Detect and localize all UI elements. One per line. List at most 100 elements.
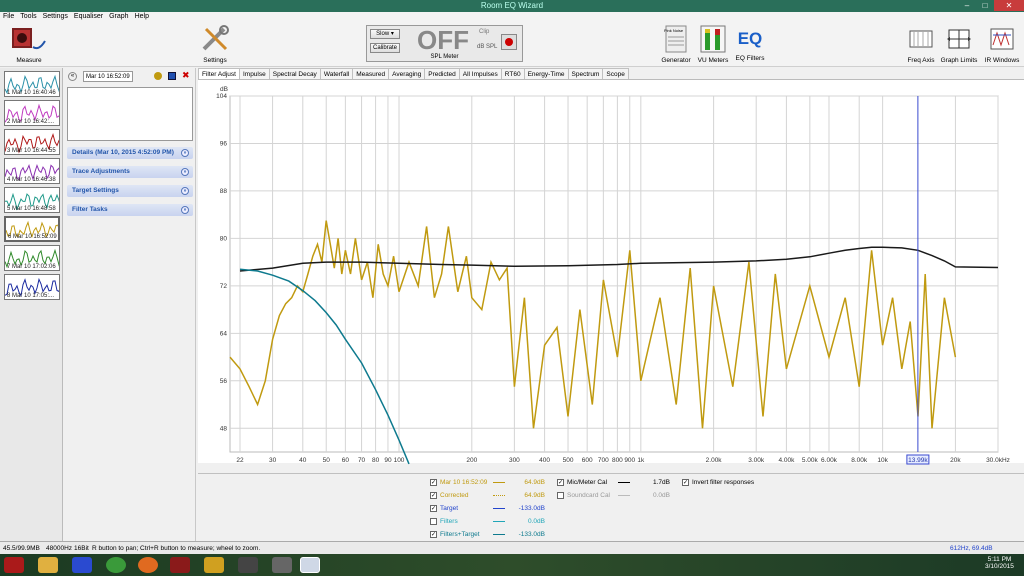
cal-row[interactable]: ✓ Mic/Meter Cal 1.7dB <box>557 479 670 486</box>
x-tick-label: 2.00k <box>706 457 723 464</box>
legend-row[interactable]: ✓ Filters+Target -133.0dB <box>430 531 545 538</box>
invert-checkbox[interactable]: ✓ <box>682 479 689 486</box>
tab-scope[interactable]: Scope <box>602 68 629 79</box>
measurement-thumb[interactable]: 1 Mar 10 16:40:46 <box>4 71 60 97</box>
chart-svg[interactable]: 104 96 88 80 72 64 56 48 dB 22 30 40 50 60 70 80 90 100 20… <box>198 80 1024 473</box>
measurement-thumb[interactable]: 6 Mar 10 16:52:09 <box>4 216 60 242</box>
freq-axis-button[interactable]: Freq Axis <box>904 25 938 64</box>
tool-taskbar-icon[interactable] <box>204 557 224 573</box>
tab-rt60[interactable]: RT60 <box>500 68 525 79</box>
tab-spectral-decay[interactable]: Spectral Decay <box>268 68 321 79</box>
notes-textarea[interactable] <box>67 87 193 141</box>
app3-taskbar-icon[interactable] <box>272 557 292 573</box>
legend-checkbox[interactable]: ✓ <box>430 531 437 538</box>
cursor-frequency: 612Hz, <box>950 545 971 552</box>
taskbar: 5:11 PM 3/10/2015 <box>0 554 1024 576</box>
tab-predicted[interactable]: Predicted <box>424 68 460 79</box>
measurement-label: 8 Mar 10 17:05:... <box>7 293 55 299</box>
cal-checkbox[interactable]: ✓ <box>557 479 564 486</box>
cal-row[interactable]: Soundcard Cal 0.0dB <box>557 492 670 499</box>
app2-taskbar-icon[interactable] <box>238 557 258 573</box>
tab-filter-adjust[interactable]: Filter Adjust <box>198 68 240 79</box>
maximize-button[interactable]: □ <box>982 1 988 10</box>
tab-averaging[interactable]: Averaging <box>388 68 426 79</box>
x-tick-label: 300 <box>509 457 520 464</box>
save-icon[interactable] <box>168 72 176 80</box>
y-tick-label: 72 <box>220 283 228 290</box>
tab-waterfall[interactable]: Waterfall <box>319 68 354 79</box>
tab-energy-time[interactable]: Energy-Time <box>523 68 569 79</box>
tab-impulse[interactable]: Impulse <box>238 68 270 79</box>
generator-button[interactable]: Pink Noise Generator <box>658 25 694 64</box>
thumb-trace <box>5 74 59 95</box>
vu-meters-button[interactable]: VU Meters <box>696 25 730 64</box>
settings-button[interactable]: Settings <box>196 25 234 64</box>
series-line <box>239 246 999 272</box>
firefox-taskbar-icon[interactable] <box>138 557 158 573</box>
utorrent-taskbar-icon[interactable] <box>106 557 126 573</box>
legend-row[interactable]: Filters 0.0dB <box>430 518 545 525</box>
ir-windows-button[interactable]: IR Windows <box>982 25 1022 64</box>
menu-graph[interactable]: Graph <box>109 13 129 20</box>
invert-filter-option[interactable]: ✓ Invert filter responses <box>682 479 754 486</box>
tab-measured[interactable]: Measured <box>352 68 390 79</box>
x-tick-label: 900 <box>624 457 635 464</box>
x-tick-label: 30 <box>269 457 277 464</box>
legend-checkbox[interactable]: ✓ <box>430 492 437 499</box>
tab-spectrum[interactable]: Spectrum <box>567 68 604 79</box>
spl-record-button[interactable] <box>501 34 517 50</box>
measurement-thumb[interactable]: 8 Mar 10 17:05:... <box>4 274 60 300</box>
measurement-thumb[interactable]: 4 Mar 10 16:46:38 <box>4 158 60 184</box>
measurement-thumb[interactable]: 7 Mar 10 17:02:06 <box>4 245 60 271</box>
minimize-button[interactable]: – <box>964 1 970 10</box>
calibrate-button[interactable]: Calibrate <box>370 43 400 53</box>
measurement-name-field[interactable]: Mar 10 16:52:09 <box>83 71 133 82</box>
legend-checkbox[interactable] <box>430 518 437 525</box>
frequency-response-graph[interactable]: 104 96 88 80 72 64 56 48 dB 22 30 40 50 60 70 80 90 100 20… <box>198 80 1024 465</box>
menu-help[interactable]: Help <box>134 13 149 20</box>
legend-row[interactable]: ✓ Target -133.0dB <box>430 505 545 512</box>
thumb-trace <box>6 220 58 239</box>
tab-all-impulses[interactable]: All Impulses <box>458 68 502 79</box>
legend-checkbox[interactable]: ✓ <box>430 479 437 486</box>
ir-windows-icon <box>990 28 1014 50</box>
legend-checkbox[interactable]: ✓ <box>430 505 437 512</box>
menu-file[interactable]: File <box>3 13 15 20</box>
x-tick-label: 100 <box>394 457 405 464</box>
measurement-label: 4 Mar 10 16:46:38 <box>7 177 56 183</box>
system-clock[interactable]: 5:11 PM 3/10/2015 <box>985 556 1014 570</box>
measurement-thumb[interactable]: 3 Mar 10 16:44:55 <box>4 129 60 155</box>
graph-limits-button[interactable]: Graph Limits <box>940 25 978 64</box>
y-tick-label: 64 <box>220 330 228 337</box>
explorer-taskbar-icon[interactable] <box>38 557 58 573</box>
game-taskbar-icon[interactable] <box>170 557 190 573</box>
cal-checkbox[interactable] <box>557 492 564 499</box>
legend-row[interactable]: ✓ Mar 10 16:52:09 64.9dB <box>430 479 545 486</box>
section-trace-adjustments[interactable]: Trace Adjustments» <box>67 166 193 178</box>
spl-speed-select[interactable]: Slow ▾ <box>370 29 400 39</box>
section-target-settings[interactable]: Target Settings» <box>67 185 193 197</box>
legend-row[interactable]: ✓ Corrected 64.9dB <box>430 492 545 499</box>
remove-icon[interactable]: ✖ <box>182 70 190 80</box>
app-taskbar-icon[interactable] <box>72 557 92 573</box>
legend-value: 64.9dB <box>524 479 545 486</box>
measure-button[interactable]: Measure <box>6 25 52 64</box>
section-details[interactable]: Details (Mar 10, 2015 4:52:09 PM)» <box>67 147 193 159</box>
close-button[interactable]: ✕ <box>994 0 1024 11</box>
eq-filters-button[interactable]: EQ EQ Filters <box>732 25 768 62</box>
x-tick-label: 30.0kHz <box>986 457 1010 464</box>
trace-color-swatch[interactable] <box>154 72 162 80</box>
menu-tools[interactable]: Tools <box>20 13 37 20</box>
rew-taskbar-icon[interactable] <box>300 557 320 573</box>
measurement-thumb[interactable]: 2 Mar 10 16:42:... <box>4 100 60 126</box>
x-tick-label: 1k <box>637 457 645 464</box>
start-button[interactable] <box>4 557 24 573</box>
measurement-thumb[interactable]: 5 Mar 10 16:48:58 <box>4 187 60 213</box>
menu-bar: File Tools Settings Equaliser Graph Help <box>0 12 1024 23</box>
menu-settings[interactable]: Settings <box>42 13 68 20</box>
section-filter-tasks[interactable]: Filter Tasks» <box>67 204 193 216</box>
collapse-panel-icon[interactable]: « <box>68 72 77 81</box>
menu-equaliser[interactable]: Equaliser <box>73 13 104 20</box>
cursor-label: 13.99k <box>908 457 928 464</box>
y-tick-label: 88 <box>220 188 228 195</box>
